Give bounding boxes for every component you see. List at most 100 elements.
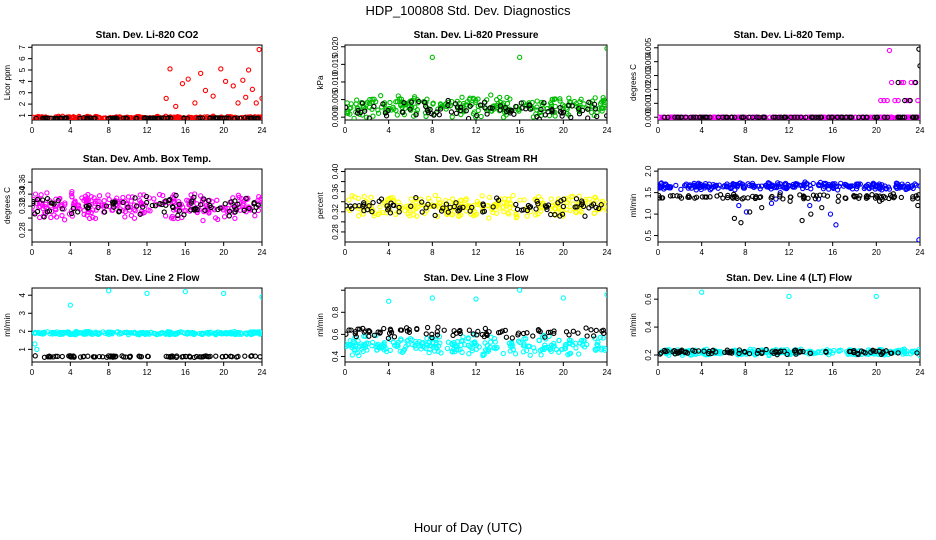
data-point [224,331,230,337]
data-point [891,195,897,201]
data-point [96,330,102,336]
data-point [120,199,126,206]
data-point [559,346,565,352]
data-point [59,206,65,212]
data-point [895,79,901,86]
data-point [442,102,448,108]
data-point [387,347,393,354]
data-point [520,330,527,337]
data-point [349,352,355,358]
data-point [145,207,151,213]
x-tick-label: 12 [143,126,152,135]
data-point [167,66,173,72]
data-point [565,352,571,358]
data-point [414,326,420,332]
data-point [792,347,799,353]
data-point [788,114,794,120]
data-point [477,102,484,108]
data-point [899,114,906,120]
data-point [482,105,488,111]
data-point [435,348,441,355]
data-point [807,202,813,209]
data-point [682,349,688,356]
data-point [101,204,107,210]
panel-title: Stan. Dev. Line 3 Flow [424,273,529,284]
data-point [533,206,539,212]
data-point [661,114,668,120]
data-point [242,353,248,359]
data-point [598,106,605,112]
data-point [480,351,486,357]
y-tick-label: 0.4 [644,321,653,333]
panel-title: Stan. Dev. Line 4 (LT) Flow [726,273,852,284]
data-point [181,212,187,218]
data-point [371,332,378,338]
data-point [560,295,566,301]
data-point [813,193,820,199]
data-point [601,330,607,337]
data-point [128,198,134,204]
data-point [472,340,478,346]
data-point [466,351,472,357]
data-point [524,213,530,219]
data-point [370,339,376,346]
data-point [198,70,204,77]
data-point [490,209,496,216]
y-tick-label: 0.8 [331,306,340,318]
panel-2: Stan. Dev. Li-820 Temp. degrees C 0 4 8 12 16 2… [629,30,925,135]
data-point [884,114,891,120]
x-tick-label: 24 [916,368,925,377]
data-point [110,353,117,359]
panel-title: Stan. Dev. Amb. Box Temp. [83,154,211,165]
y-tick-label: 0.32 [331,203,340,219]
data-point [81,211,87,218]
points-layer [32,188,262,224]
y-tick-label: 0.015 [331,54,340,75]
data-point [515,338,522,344]
data-point [553,206,559,212]
data-point [445,339,452,345]
data-point [532,348,538,354]
data-point [576,351,582,357]
data-point [469,204,475,211]
data-point [763,346,769,353]
data-point [658,195,663,201]
data-point [256,194,262,200]
data-point [553,346,560,353]
data-point [582,213,588,219]
data-point [243,94,249,100]
data-point [345,344,349,350]
data-point [560,102,566,108]
data-point [157,200,163,207]
x-tick-label: 20 [559,126,568,135]
data-point [432,212,438,219]
data-point [109,331,115,337]
data-point [474,112,480,119]
data-point [62,202,68,208]
data-point [874,182,880,188]
data-point [536,328,542,334]
x-tick-label: 20 [872,248,881,257]
data-point [122,214,128,220]
data-point [166,197,172,204]
data-point [591,112,597,119]
data-point [419,199,425,205]
data-point [870,347,876,353]
data-point [851,194,858,200]
data-point [168,353,174,360]
data-point [888,79,895,86]
x-tick-label: 4 [699,368,704,377]
data-point [193,353,200,360]
data-point [80,115,87,120]
data-point [696,350,702,357]
data-point [718,349,725,355]
data-point [201,196,207,202]
data-point [912,181,918,187]
data-point [32,191,39,197]
data-point [204,202,210,209]
x-tick-label: 8 [743,368,748,377]
data-point [688,114,694,120]
data-point [106,203,112,210]
data-point [883,185,889,191]
